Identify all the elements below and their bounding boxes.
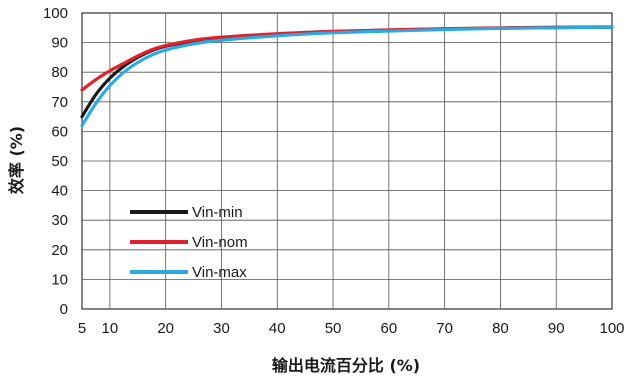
- x-tick-label-4: 40: [269, 320, 286, 337]
- x-tick-label-0: 5: [78, 320, 86, 337]
- y-tick-label-9: 90: [51, 35, 68, 52]
- series-line-vin-max: [80, 25, 614, 128]
- x-tick-label-1: 10: [102, 320, 119, 337]
- x-tick-labels: 5 10 20 30 40 50 60 70 80 90 100: [78, 320, 625, 337]
- x-tick-label-7: 70: [436, 320, 453, 337]
- y-tick-label-0: 0: [60, 301, 68, 318]
- legend: Vin-min Vin-nom Vin-max: [130, 204, 248, 281]
- y-tick-labels: 0 10 20 30 40 50 60 70 80 90 100: [43, 5, 68, 318]
- x-tick-label-5: 50: [325, 320, 342, 337]
- x-tick-label-9: 90: [548, 320, 565, 337]
- x-tick-label-6: 60: [380, 320, 397, 337]
- x-tick-label-10: 100: [599, 320, 624, 337]
- y-tick-label-1: 10: [51, 271, 68, 288]
- x-tick-label-8: 80: [492, 320, 509, 337]
- y-tick-label-6: 60: [51, 123, 68, 140]
- grid-lines: [82, 13, 612, 309]
- legend-label-vin-max: Vin-max: [192, 264, 247, 281]
- x-tick-label-2: 20: [157, 320, 174, 337]
- y-tick-label-5: 50: [51, 153, 68, 170]
- x-axis-label: 输出电流百分比 (%): [272, 356, 420, 375]
- y-axis-label: 效率 (%): [7, 126, 26, 194]
- x-tick-label-3: 30: [213, 320, 230, 337]
- y-tick-label-4: 40: [51, 183, 68, 200]
- y-tick-label-10: 100: [43, 5, 68, 22]
- legend-label-vin-nom: Vin-nom: [192, 234, 248, 251]
- series-lines: [80, 25, 614, 128]
- legend-label-vin-min: Vin-min: [192, 204, 243, 221]
- y-tick-label-2: 20: [51, 242, 68, 259]
- y-tick-label-3: 30: [51, 212, 68, 229]
- y-tick-label-7: 70: [51, 94, 68, 111]
- y-tick-label-8: 80: [51, 64, 68, 81]
